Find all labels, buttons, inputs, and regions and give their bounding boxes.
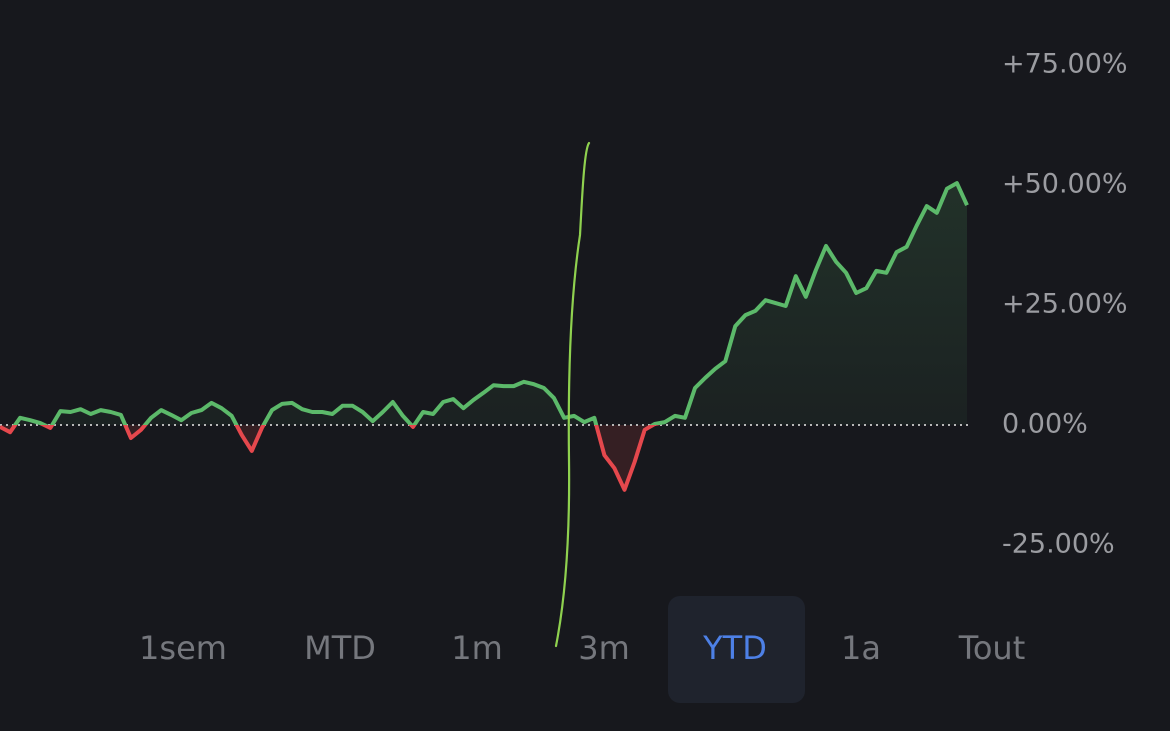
range-selected-bg — [668, 596, 805, 703]
range-button[interactable]: Tout — [958, 629, 1026, 667]
y-tick-label: +50.00% — [1002, 169, 1128, 200]
range-button[interactable]: 3m — [578, 629, 630, 667]
range-button[interactable]: YTD — [702, 629, 767, 667]
y-tick-label: +75.00% — [1002, 49, 1128, 80]
range-button[interactable]: 1sem — [139, 629, 227, 667]
line-up — [12, 181, 969, 425]
y-tick-label: 0.00% — [1002, 409, 1088, 440]
range-button[interactable]: 1m — [451, 629, 503, 667]
range-button[interactable]: 1a — [841, 629, 881, 667]
y-tick-label: -25.00% — [1002, 529, 1115, 560]
area-up — [0, 183, 967, 425]
y-tick-label: +25.00% — [1002, 289, 1128, 320]
hand-drawn-line — [554, 141, 591, 648]
range-button[interactable]: MTD — [304, 629, 376, 667]
